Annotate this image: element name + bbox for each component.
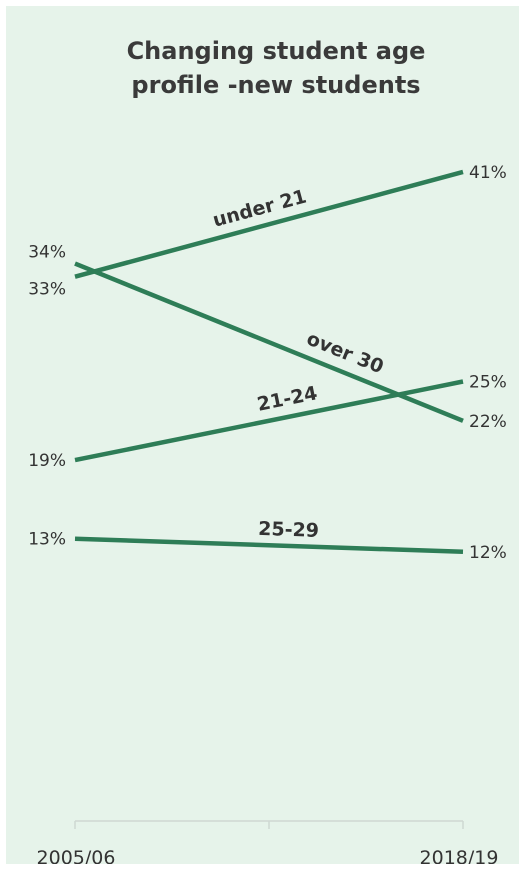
series-label-25-29: 25-29 [258,518,319,542]
chart-title: Changing student age profile -new studen… [6,34,527,102]
value-label-over-30-start: 34% [28,243,66,263]
x-tick-label-2018-19: 2018/19 [420,847,499,864]
series-line-25-29 [74,536,464,555]
series-line-21-24 [74,379,464,463]
value-label-25-29-end: 12% [469,543,507,563]
x-tick-label-2005-06: 2005/06 [37,847,116,864]
chart-title-line-2: profile -new students [131,71,421,99]
value-label-over-30-end: 22% [469,412,507,432]
chart-title-line-1: Changing student age [126,37,426,65]
value-label-21-24-end: 25% [469,373,507,393]
chart-plot: 2005/06 2018/19 33%41%under 2134%22%over… [28,163,507,864]
value-label-21-24-start: 19% [28,451,66,471]
chart-root: Changing student age profile -new studen… [6,6,519,864]
value-label-under-21-end: 41% [469,163,507,183]
value-label-under-21-start: 33% [28,280,66,300]
value-label-25-29-start: 13% [28,530,66,550]
series-line-under-21 [74,169,464,279]
